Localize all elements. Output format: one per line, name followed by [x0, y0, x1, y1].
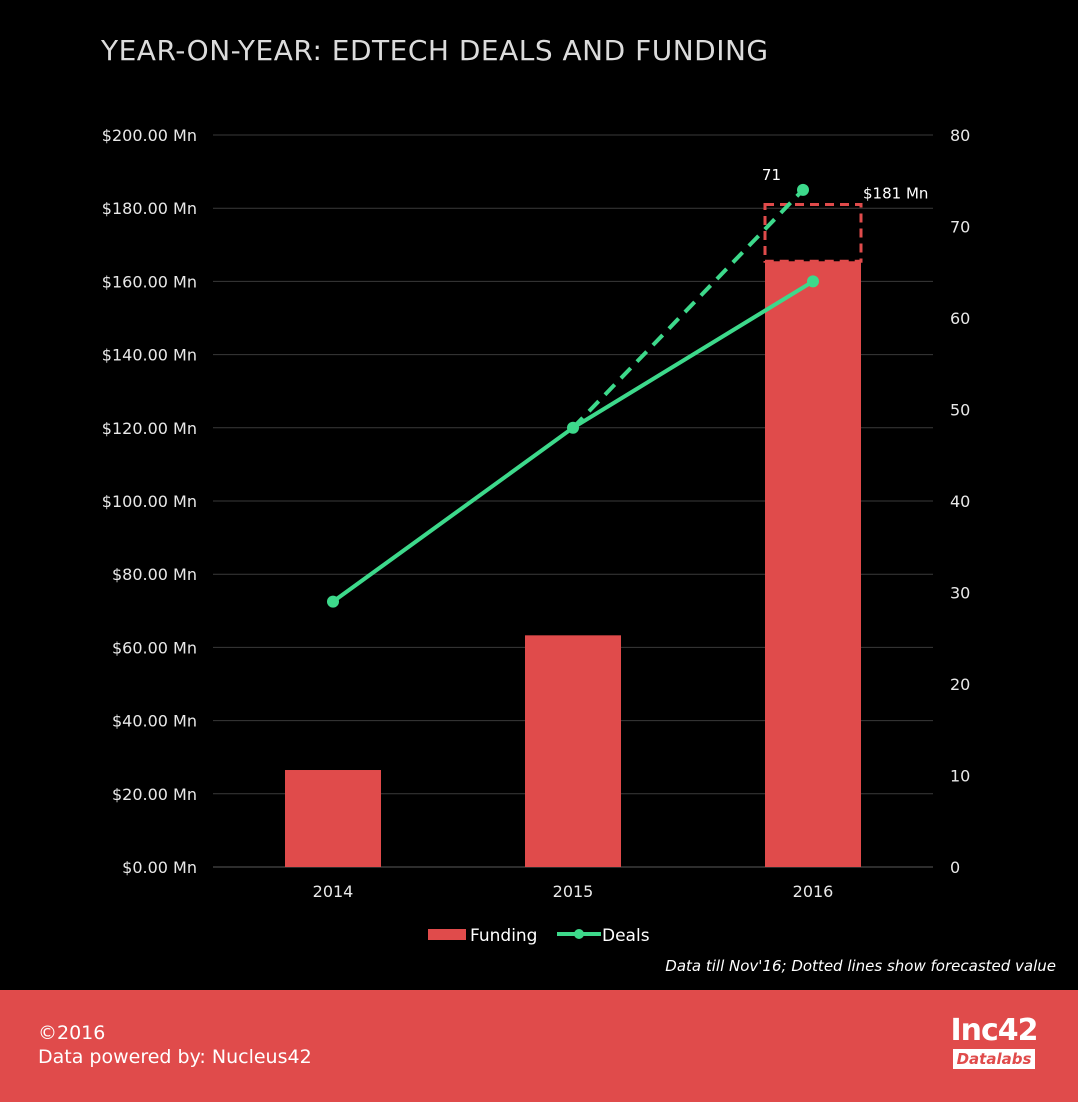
x-axis: 2014 2015 2016	[313, 882, 834, 901]
funding-bar	[525, 635, 621, 867]
deals-forecast-label: 71	[762, 166, 781, 184]
right-tick-label: 40	[950, 492, 970, 511]
left-tick-label: $120.00 Mn	[102, 419, 197, 438]
right-tick-label: 50	[950, 401, 970, 420]
deals-point	[807, 275, 819, 288]
funding-bar	[285, 770, 381, 867]
right-axis: 0 10 20 30 40 50 60 70 80	[950, 126, 970, 877]
right-tick-label: 70	[950, 218, 970, 237]
right-tick-label: 0	[950, 858, 960, 877]
left-tick-label: $20.00 Mn	[112, 785, 197, 804]
deals-point	[327, 595, 339, 608]
deals-point	[567, 421, 579, 434]
brand-logo: Inc42 Datalabs	[946, 1016, 1042, 1069]
logo-subtitle: Datalabs	[952, 1049, 1036, 1069]
legend-deals-marker	[574, 929, 584, 939]
left-tick-label: $200.00 Mn	[102, 126, 197, 145]
x-tick-label: 2015	[553, 882, 594, 901]
funding-forecast-box	[763, 203, 863, 263]
x-tick-label: 2016	[793, 882, 834, 901]
deals-line	[327, 275, 819, 608]
legend-deals-label: Deals	[602, 926, 650, 946]
right-tick-label: 10	[950, 767, 970, 786]
left-tick-label: $100.00 Mn	[102, 492, 197, 511]
footnote: Data till Nov'16; Dotted lines show fore…	[665, 957, 1056, 975]
chart-title: YEAR-ON-YEAR: EDTECH DEALS AND FUNDING	[101, 34, 769, 67]
left-tick-label: $160.00 Mn	[102, 272, 197, 291]
right-tick-label: 80	[950, 126, 970, 145]
legend-funding-label: Funding	[470, 926, 537, 946]
deals-forecast-point	[797, 183, 809, 196]
combo-chart: $0.00 Mn $20.00 Mn $40.00 Mn $60.00 Mn $80.0…	[102, 126, 971, 946]
right-tick-label: 60	[950, 309, 970, 328]
legend-funding-swatch	[428, 929, 466, 940]
x-tick-label: 2014	[313, 882, 354, 901]
left-axis: $0.00 Mn $20.00 Mn $40.00 Mn $60.00 Mn $80.0…	[102, 126, 197, 877]
deals-forecast-line	[571, 188, 805, 430]
deals-line-path	[331, 279, 815, 604]
left-tick-label: $80.00 Mn	[112, 565, 197, 584]
funding-bars	[285, 261, 861, 867]
right-tick-label: 20	[950, 675, 970, 694]
logo-wordmark: Inc42	[950, 1013, 1038, 1048]
left-tick-label: $140.00 Mn	[102, 346, 197, 365]
footer: ©2016 Data powered by: Nucleus42 Inc42 D…	[0, 990, 1078, 1102]
left-tick-label: $180.00 Mn	[102, 199, 197, 218]
left-tick-label: $0.00 Mn	[122, 858, 197, 877]
legend: Funding Deals	[428, 926, 650, 946]
powered-by-text: Data powered by: Nucleus42	[38, 1046, 312, 1068]
left-tick-label: $40.00 Mn	[112, 712, 197, 731]
copyright-text: ©2016	[38, 1022, 106, 1044]
left-tick-label: $60.00 Mn	[112, 638, 197, 657]
forecast-marks: $181 Mn 71	[571, 166, 928, 430]
right-tick-label: 30	[950, 584, 970, 603]
funding-forecast-label: $181 Mn	[863, 185, 928, 203]
funding-bar	[765, 261, 861, 867]
